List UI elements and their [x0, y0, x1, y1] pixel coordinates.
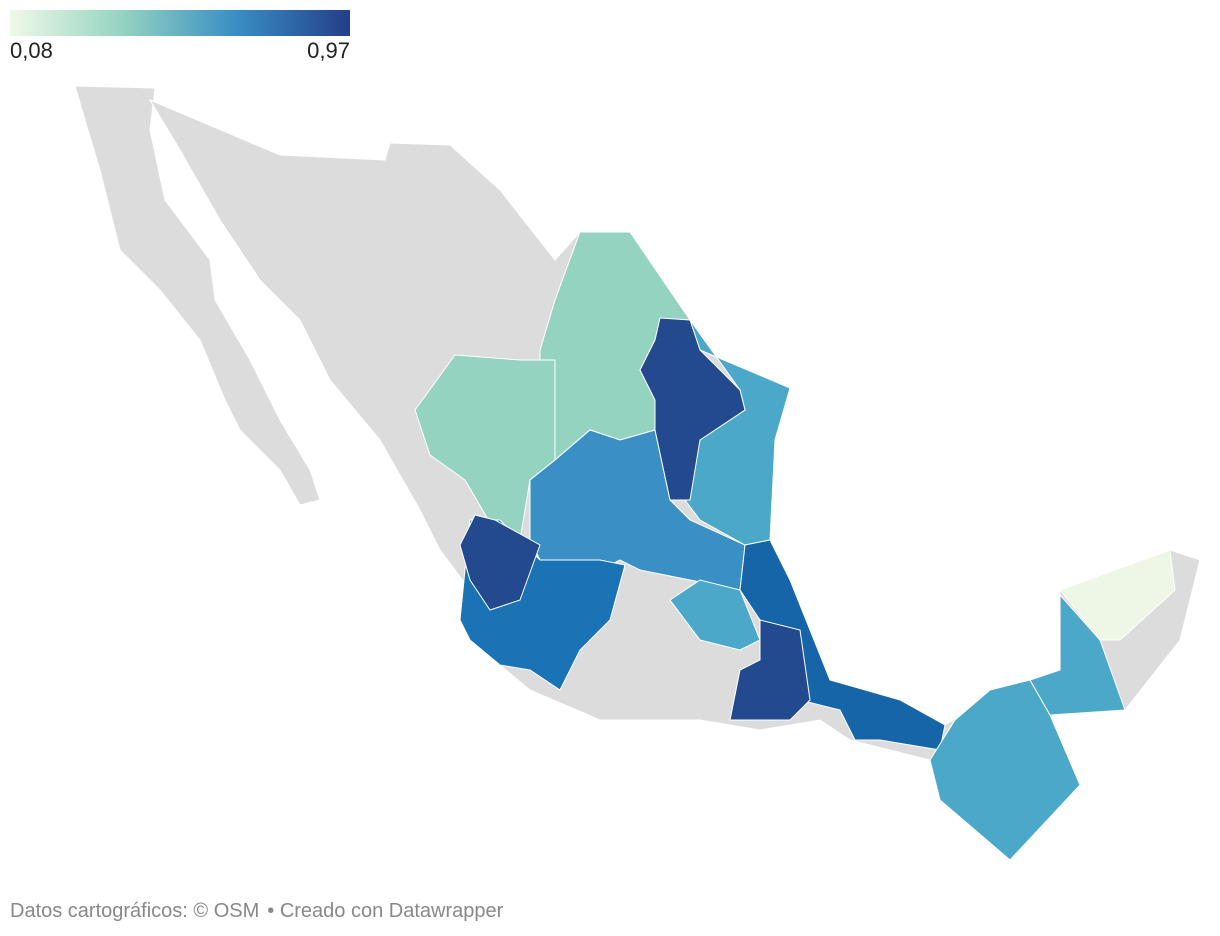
legend-gradient — [10, 10, 350, 36]
states — [414, 231, 1176, 861]
legend-max-label: 0,97 — [307, 38, 350, 63]
footer: Datos cartográficos: © OSM • Creado con D… — [10, 900, 504, 922]
footer-source: Datos cartográficos: © OSM — [10, 900, 259, 922]
legend-min-label: 0,08 — [10, 38, 53, 63]
footer-credit: • Creado con Datawrapper — [267, 900, 503, 922]
